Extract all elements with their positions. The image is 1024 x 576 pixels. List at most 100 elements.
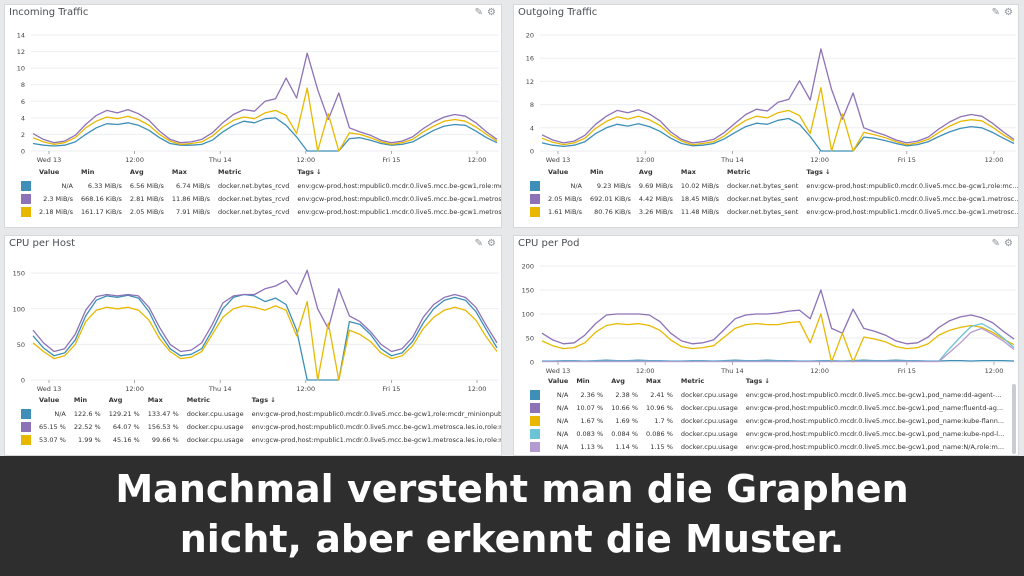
legend-value: 2.18 MiB/s bbox=[39, 207, 73, 216]
legend-tags: env:gcw-prod,host:mpublic1.mcdr.0.live5.… bbox=[806, 207, 1019, 216]
x-tick-label: 12:00 bbox=[296, 156, 315, 164]
legend-tags: env:gcw-prod,host:mpublic0.mcdr.0.live5.… bbox=[251, 422, 502, 431]
legend-row[interactable]: N/A 9.23 MiB/s 9.69 MiB/s 10.02 MiB/s docker… bbox=[526, 179, 1019, 192]
series-line-4 bbox=[542, 327, 1015, 363]
legend-header-row: Value Min Avg Max Metric Tags ↓ bbox=[526, 374, 1008, 388]
y-tick-label: 0 bbox=[21, 148, 25, 156]
y-tick-label: 0 bbox=[530, 148, 534, 156]
legend-metric: docker.net.bytes_rcvd bbox=[218, 207, 290, 216]
legend-metric: docker.cpu.usage bbox=[680, 429, 738, 438]
caption-line-1: Manchmal versteht man die Graphen bbox=[115, 467, 909, 511]
series-swatch bbox=[21, 434, 31, 445]
panel-title: Outgoing Traffic bbox=[518, 7, 598, 18]
legend-row[interactable]: N/A 122.6 % 129.21 % 133.47 % docker.cpu.usa… bbox=[17, 407, 501, 420]
edit-icon[interactable]: ✎ bbox=[991, 7, 1001, 18]
legend-tags: env:gcw-prod,host:mpublic0.mcdr.0.live5.… bbox=[745, 416, 1005, 425]
legend-max: 2.41 % bbox=[650, 390, 673, 399]
legend-avg: 6.56 MiB/s bbox=[129, 181, 164, 190]
gear-icon[interactable]: ⚙ bbox=[1004, 238, 1013, 249]
legend-header[interactable]: Tags ↓ bbox=[745, 377, 770, 385]
edit-icon[interactable]: ✎ bbox=[991, 238, 1001, 249]
legend: Value Min Avg Max Metric Tags ↓ N/A 122.6 % 129.… bbox=[17, 393, 502, 446]
legend-metric: docker.net.bytes_sent bbox=[727, 207, 799, 216]
gear-icon[interactable]: ⚙ bbox=[487, 7, 496, 18]
series-swatch bbox=[530, 402, 540, 413]
legend-row[interactable]: 1.61 MiB/s 80.76 KiB/s 3.26 MiB/s 11.48 MiB… bbox=[526, 205, 1019, 218]
y-tick-label: 150 bbox=[13, 270, 25, 278]
legend-avg: 1.69 % bbox=[615, 416, 639, 425]
legend-value: N/A bbox=[570, 181, 583, 190]
legend-max: 10.96 % bbox=[646, 403, 673, 412]
series-swatch bbox=[530, 389, 540, 400]
edit-icon[interactable]: ✎ bbox=[474, 238, 484, 249]
legend-tags: env:gcw-prod,host:mpublic0.mcdr.0.live5.… bbox=[745, 442, 1005, 451]
legend-row[interactable]: N/A 1.67 % 1.69 % 1.7 % docker.cpu.usage env:… bbox=[526, 414, 1008, 427]
legend-header: Metric bbox=[218, 168, 242, 176]
series-line-0 bbox=[32, 293, 498, 381]
legend-tags: env:gcw-prod,host:mpublic0.mcdr.0.live5.… bbox=[806, 181, 1019, 190]
legend-avg: 0.084 % bbox=[611, 429, 639, 438]
legend-row[interactable]: 2.18 MiB/s 161.17 KiB/s 2.05 MiB/s 7.91 MiB… bbox=[17, 205, 502, 218]
legend-row[interactable]: N/A 0.083 % 0.084 % 0.086 % docker.cpu.usage… bbox=[526, 427, 1008, 440]
legend-tags: env:gcw-prod,host:mpublic0.mcdr.0.live5.… bbox=[745, 403, 1004, 412]
legend-row[interactable]: N/A 10.07 % 10.66 % 10.96 % docker.cpu.usage… bbox=[526, 401, 1008, 414]
legend-avg: 64.07 % bbox=[112, 422, 140, 431]
x-tick-label: 12:00 bbox=[125, 385, 144, 393]
legend-row[interactable]: N/A 1.13 % 1.14 % 1.15 % docker.cpu.usage env… bbox=[526, 440, 1008, 453]
legend-tags: env:gcw-prod,host:mpublic0.mcdr.0.live5.… bbox=[297, 181, 502, 190]
legend-max: 10.02 MiB/s bbox=[680, 181, 720, 190]
y-tick-label: 8 bbox=[21, 81, 25, 89]
gear-icon[interactable]: ⚙ bbox=[1004, 7, 1013, 18]
y-tick-label: 4 bbox=[21, 114, 25, 122]
chart: 0 4 8 12 16 20 Wed 13 12:00 Thu 14 12:00 Fri 15 12:… bbox=[526, 32, 1016, 164]
legend-value: N/A bbox=[556, 416, 569, 425]
legend-header[interactable]: Tags ↓ bbox=[806, 168, 831, 176]
legend-value: N/A bbox=[556, 390, 569, 399]
legend-row[interactable]: 65.15 % 22.52 % 64.07 % 156.53 % docker.cpu.… bbox=[17, 420, 502, 433]
legend-metric: docker.cpu.usage bbox=[680, 442, 738, 451]
legend-row[interactable]: N/A 2.36 % 2.38 % 2.41 % docker.cpu.usage env… bbox=[526, 388, 1008, 401]
legend-value: 1.61 MiB/s bbox=[548, 207, 582, 216]
legend-min: 161.17 KiB/s bbox=[81, 207, 122, 216]
legend-min: 1.13 % bbox=[580, 442, 604, 451]
legend-header: Max bbox=[646, 377, 662, 385]
legend-header-row: Value Min Avg Max Metric Tags ↓ bbox=[17, 393, 501, 407]
legend-scrollbar[interactable] bbox=[1012, 384, 1016, 454]
y-tick-label: 0 bbox=[21, 377, 25, 385]
legend: Value Min Avg Max Metric Tags ↓ N/A 9.23 MiB/s 9… bbox=[526, 165, 1019, 218]
legend-min: 9.23 MiB/s bbox=[596, 181, 631, 190]
legend-header[interactable]: Tags ↓ bbox=[251, 396, 276, 404]
series-swatch bbox=[530, 441, 540, 452]
panel-title: CPU per Pod bbox=[518, 238, 580, 249]
legend-tags: env:gcw-prod,host:mpublic1.mcdr.0.live5.… bbox=[297, 207, 502, 216]
legend-header: Max bbox=[680, 168, 696, 176]
x-tick-label: 12:00 bbox=[636, 156, 655, 164]
gear-icon[interactable]: ⚙ bbox=[487, 238, 496, 249]
x-tick-label: 12:00 bbox=[296, 385, 315, 393]
legend-header: Avg bbox=[611, 377, 625, 385]
legend-row[interactable]: N/A 6.33 MiB/s 6.56 MiB/s 6.74 MiB/s docker.… bbox=[17, 179, 502, 192]
chart: 0 50 100 150 200 Wed 13 12:00 Thu 14 12:00 Fri 15… bbox=[522, 263, 1016, 375]
y-tick-label: 16 bbox=[526, 55, 534, 63]
legend-metric: docker.cpu.usage bbox=[186, 409, 244, 418]
legend-value: 65.15 % bbox=[39, 422, 66, 431]
x-tick-label: Wed 13 bbox=[37, 156, 62, 164]
legend-row[interactable]: 53.07 % 1.99 % 45.16 % 99.66 % docker.cpu.us… bbox=[17, 433, 501, 446]
panel-title: CPU per Host bbox=[9, 238, 76, 249]
x-tick-label: 12:00 bbox=[468, 156, 487, 164]
series-swatch bbox=[21, 421, 31, 432]
legend-row[interactable]: 2.3 MiB/s 668.16 KiB/s 2.81 MiB/s 11.86 MiB… bbox=[17, 192, 501, 205]
series-swatch bbox=[530, 206, 540, 217]
legend-max: 156.53 % bbox=[147, 422, 179, 431]
x-tick-label: Thu 14 bbox=[208, 385, 232, 393]
series-line-0 bbox=[541, 117, 1015, 152]
edit-icon[interactable]: ✎ bbox=[474, 7, 484, 18]
legend-value: N/A bbox=[556, 442, 569, 451]
x-tick-label: Wed 13 bbox=[37, 385, 62, 393]
x-tick-label: 12:00 bbox=[985, 156, 1004, 164]
legend-row[interactable]: 2.05 MiB/s 692.01 KiB/s 4.42 MiB/s 18.45 Mi… bbox=[526, 192, 1018, 205]
cpu-per-pod-panel: CPU per Pod ✎ ⚙ 0 50 100 150 200 Wed 13 12:00 Th… bbox=[513, 235, 1019, 456]
legend-header[interactable]: Tags ↓ bbox=[297, 168, 322, 176]
legend-header-row: Value Min Avg Max Metric Tags ↓ bbox=[17, 165, 501, 179]
legend-max: 11.48 MiB/s bbox=[680, 207, 720, 216]
